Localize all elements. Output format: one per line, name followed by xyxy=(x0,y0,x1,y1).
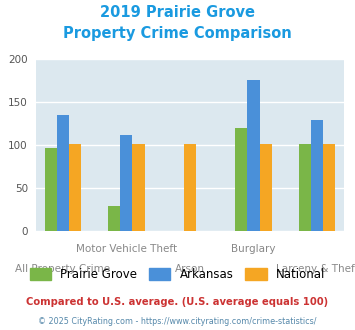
Text: Compared to U.S. average. (U.S. average equals 100): Compared to U.S. average. (U.S. average … xyxy=(26,297,329,307)
Text: © 2025 CityRating.com - https://www.cityrating.com/crime-statistics/: © 2025 CityRating.com - https://www.city… xyxy=(38,317,317,326)
Bar xyxy=(247,80,260,231)
Text: Arson: Arson xyxy=(175,264,205,274)
Bar xyxy=(299,144,311,231)
Bar xyxy=(120,135,132,231)
Bar xyxy=(108,206,120,231)
Text: Property Crime Comparison: Property Crime Comparison xyxy=(63,26,292,41)
Text: All Property Crime: All Property Crime xyxy=(15,264,110,274)
Text: Larceny & Theft: Larceny & Theft xyxy=(276,264,355,274)
Text: Burglary: Burglary xyxy=(231,244,276,254)
Bar xyxy=(45,148,57,231)
Bar xyxy=(69,144,81,231)
Bar xyxy=(235,128,247,231)
Bar xyxy=(260,144,272,231)
Bar xyxy=(57,115,69,231)
Bar xyxy=(311,120,323,231)
Text: 2019 Prairie Grove: 2019 Prairie Grove xyxy=(100,5,255,20)
Bar xyxy=(323,144,335,231)
Bar xyxy=(132,144,144,231)
Text: Motor Vehicle Theft: Motor Vehicle Theft xyxy=(76,244,177,254)
Legend: Prairie Grove, Arkansas, National: Prairie Grove, Arkansas, National xyxy=(25,263,330,286)
Bar xyxy=(184,144,196,231)
